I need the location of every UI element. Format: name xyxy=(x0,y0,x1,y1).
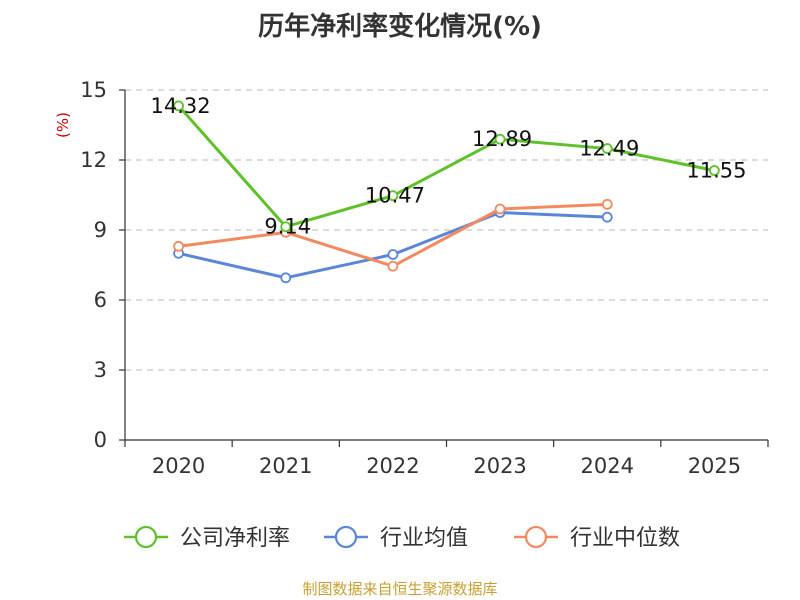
y-tick-label: 0 xyxy=(94,428,107,452)
source-note: 制图数据来自恒生聚源数据库 xyxy=(302,580,498,598)
data-point xyxy=(601,198,613,210)
data-label: 9.14 xyxy=(264,215,311,239)
x-tick-label: 2023 xyxy=(473,454,526,478)
legend-label: 行业均值 xyxy=(380,526,468,551)
series-lines xyxy=(173,100,720,284)
x-tick-label: 2025 xyxy=(688,454,741,478)
y-tick-label: 15 xyxy=(80,78,107,102)
legend: 公司净利率 行业均值 行业中位数 xyxy=(124,525,680,551)
data-label: 12.89 xyxy=(472,127,532,151)
legend-marker xyxy=(134,525,158,549)
axes: 0 3 6 9 12 15 2020 2021 2022 2023 2024 2025 xyxy=(80,78,769,478)
data-point xyxy=(494,133,506,145)
data-point xyxy=(601,143,613,154)
y-axis-label: (%) xyxy=(54,112,72,138)
legend-marker xyxy=(524,525,548,549)
data-label: 10.47 xyxy=(365,184,425,208)
y-tick-label: 3 xyxy=(94,358,107,382)
data-label: 12.49 xyxy=(579,137,639,161)
legend-label: 行业中位数 xyxy=(570,526,680,551)
data-point xyxy=(280,221,292,233)
x-tick-label: 2024 xyxy=(581,454,634,478)
data-point xyxy=(387,260,399,272)
data-point xyxy=(387,249,399,260)
y-tick-label: 12 xyxy=(80,148,107,172)
data-labels: 14.32 9.14 10.47 12.89 12.49 11.55 xyxy=(151,94,747,239)
legend-marker xyxy=(334,525,358,549)
data-point xyxy=(494,203,506,215)
x-tick-label: 2022 xyxy=(366,454,419,478)
data-point xyxy=(173,100,184,112)
legend-label: 公司净利率 xyxy=(180,526,290,551)
data-point xyxy=(173,240,184,252)
x-tick-label: 2020 xyxy=(152,454,205,478)
chart-title: 历年净利率变化情况(%) xyxy=(258,12,542,42)
data-point xyxy=(280,272,292,284)
y-tick-label: 6 xyxy=(94,288,107,312)
data-point xyxy=(387,190,399,202)
y-tick-label: 9 xyxy=(94,218,107,242)
x-tick-label: 2021 xyxy=(259,454,312,478)
data-point xyxy=(709,165,720,176)
data-label: 14.32 xyxy=(151,94,211,118)
data-label: 11.55 xyxy=(686,159,746,183)
grid-lines xyxy=(125,89,768,371)
data-point xyxy=(601,211,613,223)
series-line xyxy=(177,104,715,229)
